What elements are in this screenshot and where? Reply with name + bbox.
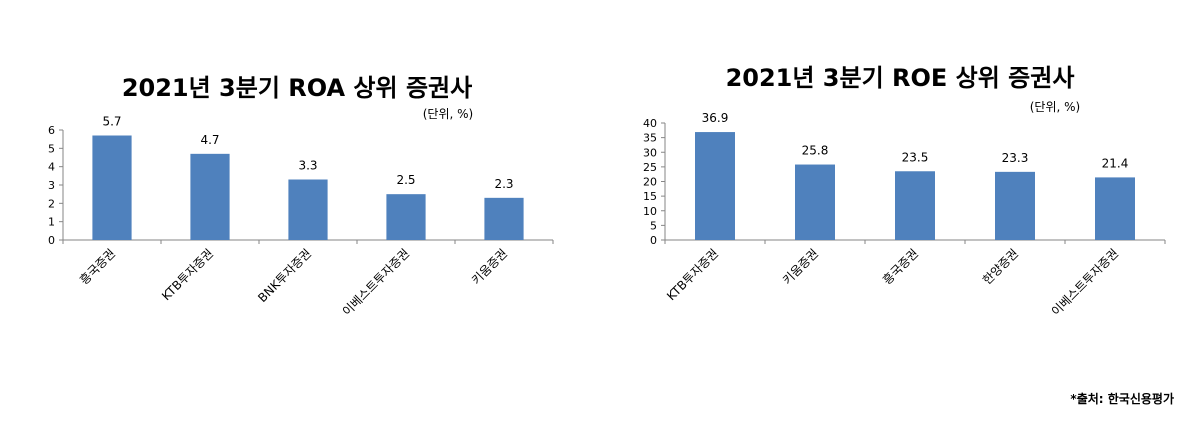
roa-bar [190, 153, 230, 240]
roe-value-label: 25.8 [802, 144, 829, 158]
roe-unit-note: (단위, %) [1030, 100, 1080, 114]
roe-bar [1095, 177, 1135, 240]
roe-chart-title: 2021년 3분기 ROE 상위 증권사 [726, 64, 1075, 92]
roe-value-label: 36.9 [702, 111, 729, 125]
roa-category-label: 흥국증권 [77, 246, 118, 287]
roa-category-label: KTB투자증권 [159, 246, 216, 303]
roe-y-tick-label: 10 [643, 205, 657, 218]
roa-bar [484, 197, 524, 240]
roe-bar [995, 171, 1035, 240]
roa-value-label: 2.5 [396, 173, 415, 187]
roe-y-tick-label: 0 [650, 234, 657, 247]
roe-y-tick-label: 40 [643, 117, 657, 130]
roa-y-tick-label: 6 [48, 124, 55, 137]
roe-category-label: 한양증권 [980, 246, 1021, 287]
roa-bar [92, 135, 132, 240]
roa-category-label: BNK투자증권 [255, 246, 314, 305]
roa-y-tick-label: 1 [48, 216, 55, 229]
roe-category-label: 이베스트투자증권 [1049, 246, 1121, 318]
roe-y-tick-label: 5 [650, 219, 657, 232]
roa-y-tick-label: 0 [48, 234, 55, 247]
roa-unit-note: (단위, %) [423, 107, 473, 121]
roe-y-tick-label: 25 [643, 161, 657, 174]
roa-y-tick-label: 4 [48, 161, 55, 174]
roa-bar [288, 179, 328, 240]
roa-y-tick-label: 5 [48, 142, 55, 155]
roa-value-label: 2.3 [494, 177, 513, 191]
roe-y-tick-label: 15 [643, 190, 657, 203]
roa-category-label: 이베스트투자증권 [340, 246, 412, 318]
roa-chart-title: 2021년 3분기 ROA 상위 증권사 [122, 74, 472, 102]
roa-bar [386, 194, 426, 240]
roa-chart: 2021년 3분기 ROA 상위 증권사 (단위, %) 0 1 2 3 4 5 6 5.7 흥국증… [0, 0, 590, 380]
roe-y-tick-label: 35 [643, 132, 657, 145]
source-note: *출처: 한국신용평가 [1070, 392, 1174, 406]
roe-category-label: KTB투자증권 [664, 246, 721, 303]
roa-value-label: 3.3 [298, 159, 317, 173]
roe-category-label: 키움증권 [780, 246, 821, 287]
roe-value-label: 23.5 [902, 150, 929, 164]
roe-bar [695, 132, 735, 240]
roa-category-label: 키움증권 [469, 246, 510, 287]
roe-value-label: 23.3 [1002, 151, 1029, 165]
roe-category-label: 흥국증권 [880, 246, 921, 287]
roe-y-tick-label: 20 [643, 176, 657, 189]
roa-y-tick-label: 2 [48, 197, 55, 210]
roe-bar [895, 171, 935, 240]
roe-value-label: 21.4 [1102, 156, 1129, 170]
roa-value-label: 5.7 [102, 115, 121, 129]
roa-chart-svg: 2021년 3분기 ROA 상위 증권사 (단위, %) 0 1 2 3 4 5 6 5.7 흥국증… [48, 74, 554, 319]
roa-y-tick-label: 3 [48, 179, 55, 192]
roe-chart: 2021년 3분기 ROE 상위 증권사 (단위, %) 0 5 10 15 20 25 30 3… [600, 0, 1190, 380]
roe-bar [795, 164, 835, 240]
roe-y-tick-label: 30 [643, 146, 657, 159]
roa-value-label: 4.7 [200, 133, 219, 147]
roe-chart-svg: 2021년 3분기 ROE 상위 증권사(단위, %)0510152025303… [643, 64, 1166, 319]
